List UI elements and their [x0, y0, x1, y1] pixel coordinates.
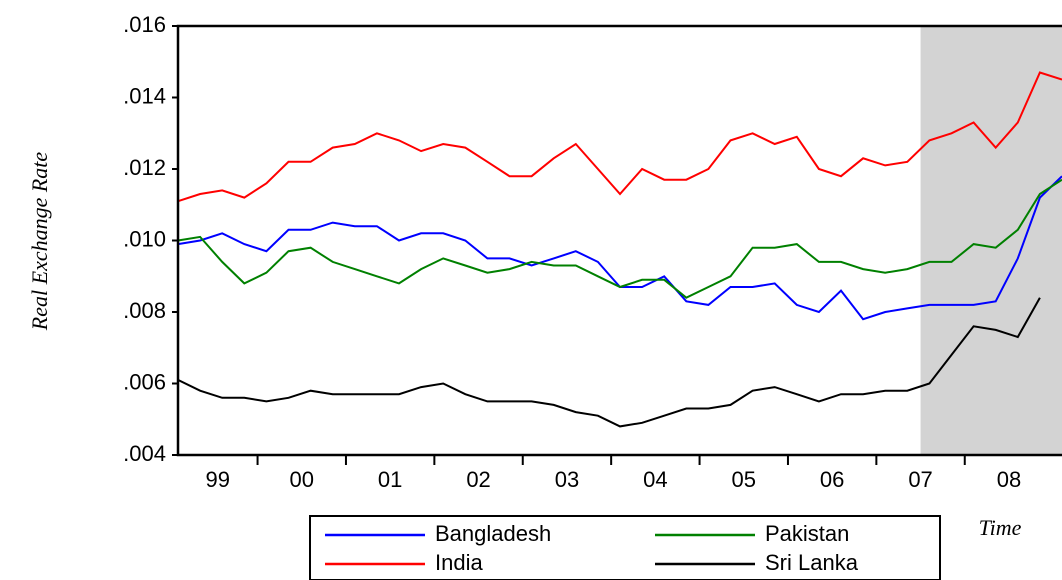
- legend-label: Sri Lanka: [765, 550, 859, 575]
- x-tick-label: 99: [206, 467, 230, 492]
- x-tick-label: 06: [820, 467, 844, 492]
- x-tick-label: 04: [643, 467, 667, 492]
- x-tick-label: 03: [555, 467, 579, 492]
- series-line: [177, 178, 1062, 299]
- y-tick-label: .010: [123, 226, 166, 251]
- y-tick-label: .004: [123, 441, 166, 466]
- shaded-region: [920, 26, 1062, 455]
- y-axis-label: Real Exchange Rate: [27, 152, 52, 332]
- series-line: [177, 71, 1062, 203]
- x-axis-label: Time: [979, 515, 1022, 540]
- y-tick-label: .006: [123, 369, 166, 394]
- x-tick-label: 05: [732, 467, 756, 492]
- series-line: [177, 297, 1041, 428]
- x-tick-label: 01: [378, 467, 402, 492]
- x-tick-label: 00: [290, 467, 314, 492]
- y-tick-label: .012: [123, 155, 166, 180]
- y-tick-label: .016: [123, 12, 166, 37]
- legend-label: Bangladesh: [435, 521, 551, 546]
- legend-label: India: [435, 550, 483, 575]
- x-tick-label: 02: [466, 467, 490, 492]
- legend-box: [309, 515, 941, 580]
- y-tick-label: .008: [123, 298, 166, 323]
- plot-frame: [176, 24, 1062, 457]
- legend-label: Pakistan: [765, 521, 849, 546]
- x-tick-label: 07: [908, 467, 932, 492]
- y-tick-label: .014: [123, 83, 166, 108]
- x-tick-label: 08: [997, 467, 1021, 492]
